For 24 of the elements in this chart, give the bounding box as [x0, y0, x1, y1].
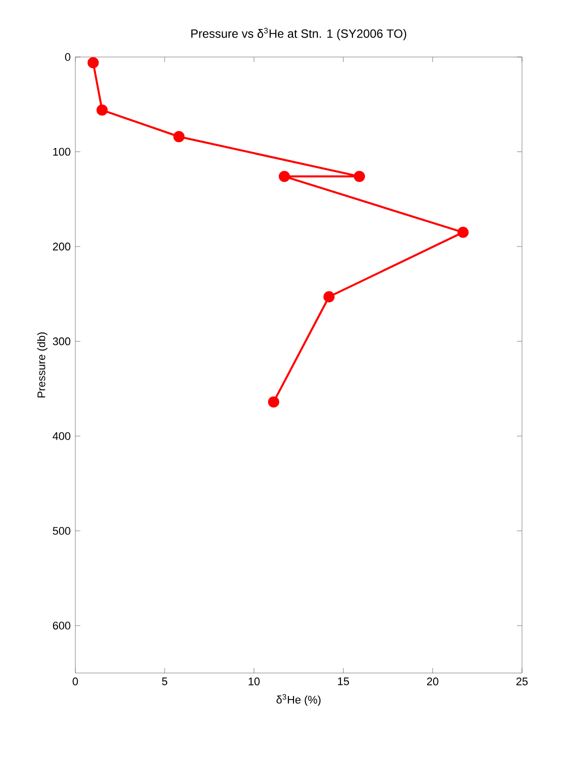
point [268, 396, 280, 408]
chart-title: Pressure vs δ$^{3}$He at Stn. 1 (SY2006 TO) [191, 28, 406, 40]
y-tick-label: 300 [52, 337, 70, 346]
point [88, 57, 99, 68]
y-tick-label: 600 [52, 622, 70, 630]
x-axis-title: δ$^{3}$He (%) [276, 694, 321, 706]
x-tick-label: 10 [248, 678, 260, 686]
x-tick-label: 15 [338, 678, 349, 686]
point [96, 104, 108, 116]
point [457, 226, 469, 238]
y-tick-label: 100 [53, 148, 70, 156]
x-tick-label: 5 [162, 678, 168, 686]
point [354, 170, 365, 182]
y-tick-label: 200 [52, 242, 70, 250]
point [173, 131, 185, 142]
point [278, 170, 290, 182]
y-tick-label: 0 [65, 53, 70, 61]
y-axis-title: Pressure (db) [37, 332, 48, 398]
y-tick-label: 400 [52, 432, 70, 440]
x-tick-label: 0 [72, 678, 78, 686]
x-tick-label: 20 [427, 678, 438, 686]
point [323, 291, 335, 302]
y-tick-label: 500 [52, 526, 70, 535]
x-tick-label: 25 [516, 678, 528, 686]
